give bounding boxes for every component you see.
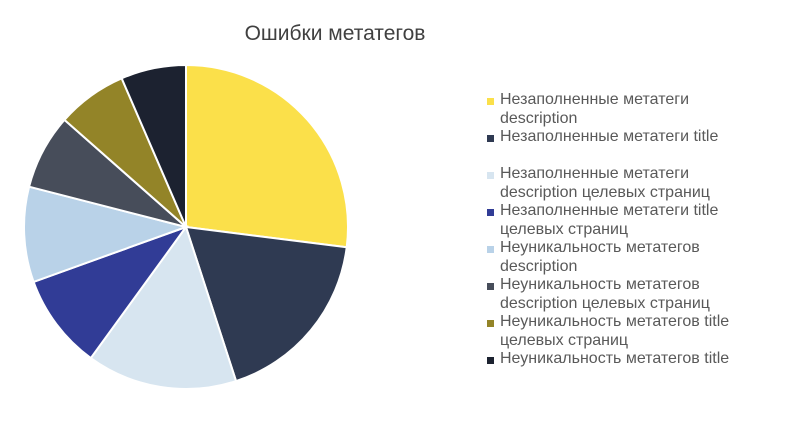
legend-item-1: Незаполненные метатеги description <box>484 90 784 127</box>
legend-label: Неуникальность метатегов description <box>500 239 700 275</box>
legend-swatch <box>487 357 494 364</box>
legend-swatch <box>487 283 494 290</box>
legend-swatch <box>487 209 494 216</box>
legend-item-5: Неуникальность метатегов description <box>484 238 784 275</box>
legend-swatch <box>487 172 494 179</box>
legend-swatch <box>487 246 494 253</box>
legend-label: Незаполненные метатеги description целев… <box>500 165 710 201</box>
legend-label: Незаполненные метатеги description <box>500 91 690 127</box>
legend-item-7: Неуникальность метатегов title целевых с… <box>484 312 784 349</box>
legend-label: Неуникальность метатегов title целевых с… <box>500 313 730 349</box>
legend-label: Неуникальность метатегов description цел… <box>500 276 710 312</box>
legend-item-2: Незаполненные метатеги title <box>484 127 784 164</box>
legend-item-3: Незаполненные метатеги description целев… <box>484 164 784 201</box>
pie-slice-1 <box>185 63 349 249</box>
legend-item-6: Неуникальность метатегов description цел… <box>484 275 784 312</box>
legend-label: Незаполненные метатеги title <box>500 128 719 145</box>
legend-item-8: Неуникальность метатегов title <box>484 349 784 386</box>
chart-title: Ошибки метатегов <box>244 22 426 45</box>
pie-slice-5 <box>23 185 190 284</box>
pie-slice-2 <box>184 225 348 383</box>
legend-label: Незаполненные метатеги title целевых стр… <box>500 202 719 238</box>
legend-item-4: Незаполненные метатеги title целевых стр… <box>484 201 784 238</box>
legend-swatch <box>487 135 494 142</box>
legend-label: Неуникальность метатегов title <box>500 350 730 367</box>
chart-legend: Незаполненные метатеги description Незапо… <box>484 90 784 386</box>
legend-swatch <box>487 320 494 327</box>
legend-swatch <box>487 98 494 105</box>
pie-slice-4 <box>32 224 189 360</box>
pie-slice-8 <box>120 63 187 228</box>
pie-slice-3 <box>89 224 238 390</box>
